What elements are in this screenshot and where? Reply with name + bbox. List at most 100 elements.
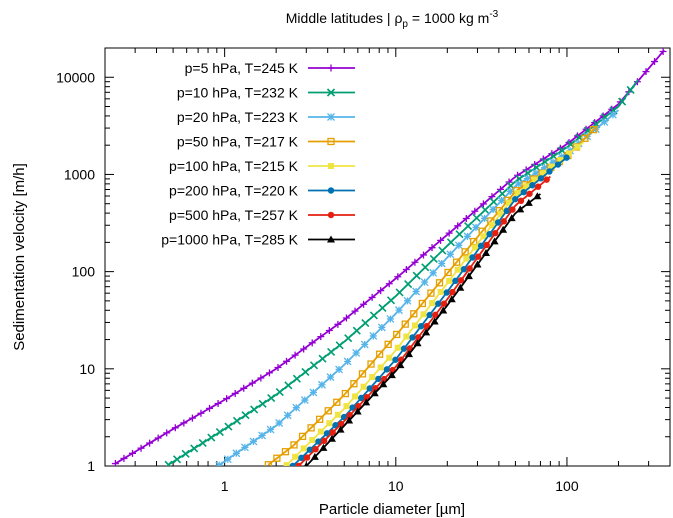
data-point xyxy=(298,454,305,462)
data-point xyxy=(445,229,453,237)
y-tick-label: 10000 xyxy=(56,69,95,85)
data-point xyxy=(531,169,540,177)
data-point xyxy=(514,189,521,196)
data-point xyxy=(446,277,453,284)
data-point xyxy=(327,347,336,357)
data-point xyxy=(197,409,205,417)
data-point xyxy=(309,361,319,370)
data-point xyxy=(349,404,356,411)
data-point xyxy=(164,460,173,466)
data-point xyxy=(537,175,545,182)
data-point xyxy=(360,383,367,390)
legend-item: p=100 hPa, T=215 K xyxy=(169,158,355,174)
data-point xyxy=(345,416,354,424)
data-point xyxy=(292,403,301,412)
data-point xyxy=(420,311,427,318)
data-point xyxy=(471,244,478,251)
data-point xyxy=(454,241,463,250)
data-point xyxy=(477,242,485,250)
data-point xyxy=(483,241,490,249)
data-point xyxy=(497,211,504,218)
data-point xyxy=(327,137,335,146)
x-axis-title: Particle diameter [µm] xyxy=(319,501,465,518)
data-point xyxy=(264,461,272,466)
data-point xyxy=(334,320,342,328)
data-point xyxy=(327,64,335,72)
legend-label: p=20 hPa, T=223 K xyxy=(177,109,299,125)
data-point xyxy=(198,438,207,448)
data-point xyxy=(362,398,371,406)
data-point xyxy=(439,306,448,314)
data-point xyxy=(396,361,405,369)
legend: p=5 hPa, T=245 K p=10 hPa, T=232 K p=20 hP… xyxy=(161,60,355,248)
data-point xyxy=(400,345,408,352)
data-point xyxy=(404,350,413,358)
data-point xyxy=(375,350,384,358)
data-point xyxy=(328,163,334,169)
legend-label: p=1000 hPa, T=285 K xyxy=(161,232,298,248)
data-point xyxy=(548,163,555,170)
data-point xyxy=(574,143,581,150)
data-point xyxy=(507,214,516,222)
legend-item: p=20 hPa, T=223 K xyxy=(177,109,355,125)
data-point xyxy=(600,117,609,126)
data-point xyxy=(480,214,489,223)
data-point xyxy=(366,385,373,392)
data-point xyxy=(292,453,299,460)
data-point xyxy=(427,289,435,297)
data-point xyxy=(546,168,553,175)
legend-label: p=50 hPa, T=217 K xyxy=(177,134,299,150)
data-point xyxy=(369,374,376,381)
data-point xyxy=(443,289,450,296)
data-point xyxy=(298,432,307,441)
data-point xyxy=(289,462,296,466)
legend-item: p=50 hPa, T=217 K xyxy=(177,134,355,150)
data-point xyxy=(310,452,319,460)
data-point xyxy=(352,393,359,400)
data-point xyxy=(394,344,401,351)
data-point xyxy=(386,354,393,361)
data-point xyxy=(326,373,335,382)
data-point xyxy=(554,161,562,168)
data-point xyxy=(503,207,510,215)
data-point xyxy=(190,444,199,453)
data-point xyxy=(358,370,367,378)
data-point xyxy=(327,235,335,243)
data-point xyxy=(267,394,276,403)
data-point xyxy=(258,399,267,408)
plot-area: 1 10 100 1 10 100 1000 10000 xyxy=(56,47,671,494)
data-point xyxy=(506,199,513,206)
data-point xyxy=(497,196,506,205)
data-point xyxy=(533,192,542,200)
data-point xyxy=(523,183,530,190)
legend-label: p=5 hPa, T=245 K xyxy=(185,60,299,76)
data-point xyxy=(351,307,359,315)
data-point xyxy=(207,433,216,442)
data-point xyxy=(464,272,473,280)
data-point xyxy=(368,293,376,301)
data-point xyxy=(300,445,307,452)
data-series xyxy=(283,141,585,466)
data-point xyxy=(413,339,422,347)
data-point xyxy=(327,434,336,442)
data-point xyxy=(489,205,498,214)
data-point xyxy=(417,322,425,330)
data-point xyxy=(120,454,128,462)
data-point xyxy=(412,271,421,280)
data-point xyxy=(534,183,542,190)
data-point xyxy=(449,288,456,296)
data-point xyxy=(469,254,476,261)
y-tick-label: 100 xyxy=(72,264,96,280)
data-point xyxy=(642,68,650,76)
data-point xyxy=(393,330,401,339)
data-point xyxy=(315,438,322,445)
data-point xyxy=(309,388,318,397)
data-point xyxy=(403,296,412,305)
data-point xyxy=(420,278,429,287)
data-point xyxy=(401,320,409,328)
data-point xyxy=(326,420,333,427)
data-series xyxy=(215,109,620,466)
data-point xyxy=(180,419,188,427)
data-point xyxy=(353,407,362,415)
data-point xyxy=(283,462,290,466)
